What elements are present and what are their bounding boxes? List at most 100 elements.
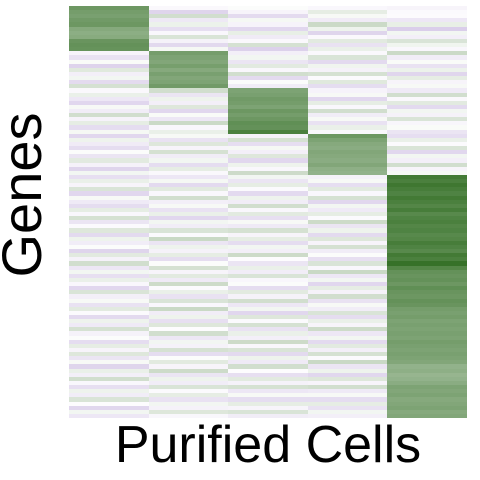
heatmap-cell xyxy=(149,105,228,109)
heatmap-cell xyxy=(228,80,308,84)
heatmap-cell xyxy=(69,93,149,97)
heatmap-cell xyxy=(228,307,308,311)
heatmap-cell xyxy=(387,274,467,278)
heatmap-cell xyxy=(308,76,387,80)
heatmap-cell xyxy=(308,224,387,228)
heatmap-cell xyxy=(69,233,149,237)
heatmap-cell xyxy=(387,154,467,158)
heatmap-cell xyxy=(69,216,149,220)
heatmap-cell xyxy=(387,356,467,360)
heatmap-cell xyxy=(308,93,387,97)
heatmap-cell xyxy=(149,319,228,323)
heatmap-cell xyxy=(149,274,228,278)
heatmap-cell xyxy=(308,55,387,60)
heatmap-cell xyxy=(69,393,149,397)
heatmap-cell xyxy=(308,336,387,340)
heatmap-cell xyxy=(149,68,228,72)
heatmap-cell xyxy=(387,39,467,43)
heatmap-cell xyxy=(308,381,387,385)
heatmap-cell xyxy=(387,282,467,286)
heatmap-cell xyxy=(308,414,387,418)
heatmap-cell xyxy=(228,39,308,43)
heatmap-cell xyxy=(228,196,308,200)
heatmap-cell xyxy=(228,134,308,138)
heatmap-cell xyxy=(149,43,228,47)
heatmap-cell xyxy=(69,327,149,331)
heatmap-cell xyxy=(228,241,308,245)
heatmap-cell xyxy=(228,369,308,373)
heatmap-cell xyxy=(149,179,228,183)
heatmap-cell xyxy=(149,121,228,125)
heatmap-cell xyxy=(149,261,228,266)
heatmap-cell xyxy=(228,410,308,414)
heatmap-cell xyxy=(69,356,149,360)
heatmap-cell xyxy=(387,84,467,88)
heatmap-cell xyxy=(69,373,149,377)
heatmap-cell xyxy=(228,336,308,340)
heatmap-cell xyxy=(149,146,228,150)
heatmap-cell xyxy=(308,35,387,39)
heatmap-cell xyxy=(308,154,387,158)
heatmap-cell xyxy=(228,323,308,327)
heatmap-cell xyxy=(149,212,228,216)
heatmap-cell xyxy=(308,158,387,163)
heatmap-cell xyxy=(308,253,387,257)
heatmap-cell xyxy=(228,55,308,60)
heatmap-cell xyxy=(387,364,467,369)
heatmap-cell xyxy=(149,171,228,175)
heatmap-cell xyxy=(228,68,308,72)
heatmap-cell xyxy=(308,356,387,360)
heatmap-cell xyxy=(69,224,149,228)
heatmap-cell xyxy=(228,208,308,212)
heatmap-cell xyxy=(308,294,387,299)
heatmap-cell xyxy=(149,253,228,257)
heatmap-cell xyxy=(149,31,228,35)
heatmap-cell xyxy=(149,352,228,356)
heatmap-cell xyxy=(149,97,228,101)
heatmap-cell xyxy=(387,406,467,410)
heatmap-cell xyxy=(69,138,149,142)
heatmap-cell xyxy=(228,187,308,191)
heatmap-cell xyxy=(387,261,467,266)
heatmap-cell xyxy=(228,216,308,220)
heatmap-cell xyxy=(387,47,467,51)
heatmap-cell xyxy=(308,121,387,125)
heatmap-cell xyxy=(308,150,387,154)
heatmap-cell xyxy=(69,51,149,55)
heatmap-cell xyxy=(308,22,387,27)
heatmap-cell xyxy=(149,406,228,410)
heatmap-cell xyxy=(228,303,308,307)
heatmap-cell xyxy=(69,290,149,294)
heatmap-cell xyxy=(387,402,467,406)
heatmap-cell xyxy=(308,47,387,51)
heatmap-cell xyxy=(149,55,228,60)
heatmap-cell xyxy=(387,6,467,10)
heatmap-cell xyxy=(149,72,228,76)
heatmap-cell xyxy=(149,331,228,336)
heatmap-cell xyxy=(308,348,387,352)
heatmap-cell xyxy=(387,14,467,18)
heatmap-cell xyxy=(387,266,467,270)
heatmap-cell xyxy=(69,14,149,18)
heatmap-cell xyxy=(387,377,467,381)
heatmap-cell xyxy=(69,266,149,270)
heatmap-cell xyxy=(69,196,149,200)
heatmap-cell xyxy=(149,64,228,68)
heatmap-cell xyxy=(387,327,467,331)
heatmap-cell xyxy=(69,117,149,121)
heatmap-cell xyxy=(308,249,387,253)
heatmap-cell xyxy=(228,35,308,39)
heatmap-cell xyxy=(149,187,228,191)
heatmap-cell xyxy=(69,80,149,84)
heatmap-cell xyxy=(69,60,149,64)
heatmap-cell xyxy=(308,134,387,138)
heatmap-cell xyxy=(149,340,228,344)
heatmap-cell xyxy=(308,340,387,344)
heatmap-cell xyxy=(228,14,308,18)
heatmap-cell xyxy=(228,113,308,117)
heatmap-cell xyxy=(308,88,387,93)
heatmap-cell xyxy=(149,228,228,233)
heatmap-cell xyxy=(387,348,467,352)
heatmap-cell xyxy=(69,331,149,336)
heatmap-cell xyxy=(149,381,228,385)
